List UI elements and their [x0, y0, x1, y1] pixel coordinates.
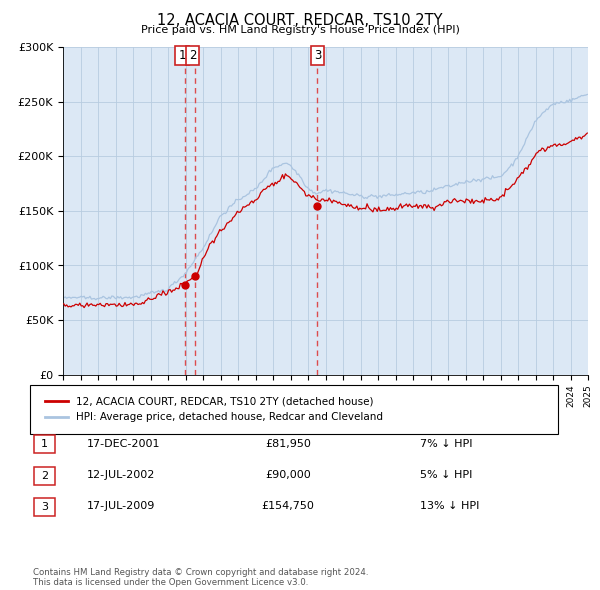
- Text: 3: 3: [314, 50, 321, 63]
- Text: Price paid vs. HM Land Registry's House Price Index (HPI): Price paid vs. HM Land Registry's House …: [140, 25, 460, 35]
- Legend: 12, ACACIA COURT, REDCAR, TS10 2TY (detached house), HPI: Average price, detache: 12, ACACIA COURT, REDCAR, TS10 2TY (deta…: [40, 392, 387, 427]
- Text: 1: 1: [178, 50, 186, 63]
- Text: 2: 2: [41, 471, 48, 480]
- Text: 17-JUL-2009: 17-JUL-2009: [87, 502, 155, 511]
- Text: 1: 1: [41, 440, 48, 449]
- Text: 13% ↓ HPI: 13% ↓ HPI: [420, 502, 479, 511]
- Text: £81,950: £81,950: [265, 439, 311, 448]
- Text: Contains HM Land Registry data © Crown copyright and database right 2024.
This d: Contains HM Land Registry data © Crown c…: [33, 568, 368, 587]
- Text: 12-JUL-2002: 12-JUL-2002: [87, 470, 155, 480]
- Text: 7% ↓ HPI: 7% ↓ HPI: [420, 439, 473, 448]
- Text: 12, ACACIA COURT, REDCAR, TS10 2TY: 12, ACACIA COURT, REDCAR, TS10 2TY: [157, 13, 443, 28]
- Text: 5% ↓ HPI: 5% ↓ HPI: [420, 470, 472, 480]
- Text: £90,000: £90,000: [265, 470, 311, 480]
- Text: £154,750: £154,750: [262, 502, 314, 511]
- Text: 3: 3: [41, 502, 48, 512]
- Text: 17-DEC-2001: 17-DEC-2001: [87, 439, 161, 448]
- Text: 2: 2: [189, 50, 196, 63]
